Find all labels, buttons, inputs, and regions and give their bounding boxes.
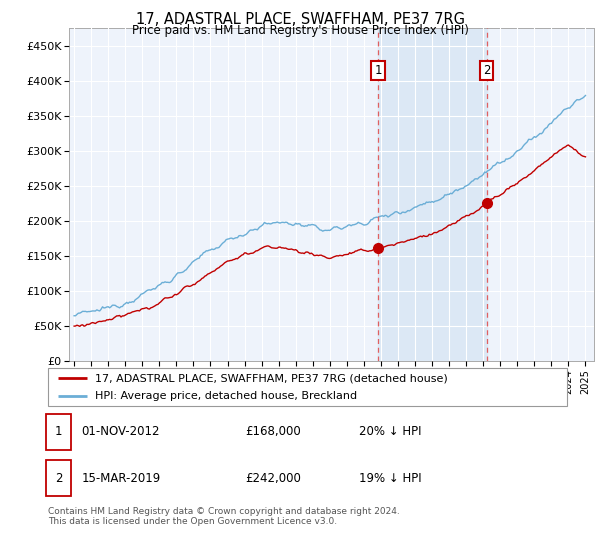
FancyBboxPatch shape bbox=[48, 368, 567, 406]
Text: £242,000: £242,000 bbox=[245, 472, 301, 484]
Text: 20% ↓ HPI: 20% ↓ HPI bbox=[359, 426, 422, 438]
FancyBboxPatch shape bbox=[46, 414, 71, 450]
Text: 19% ↓ HPI: 19% ↓ HPI bbox=[359, 472, 422, 484]
Text: 17, ADASTRAL PLACE, SWAFFHAM, PE37 7RG: 17, ADASTRAL PLACE, SWAFFHAM, PE37 7RG bbox=[136, 12, 464, 27]
Text: 1: 1 bbox=[55, 426, 62, 438]
Text: 2: 2 bbox=[55, 472, 62, 484]
Text: Price paid vs. HM Land Registry's House Price Index (HPI): Price paid vs. HM Land Registry's House … bbox=[131, 24, 469, 37]
Text: Contains HM Land Registry data © Crown copyright and database right 2024.
This d: Contains HM Land Registry data © Crown c… bbox=[48, 507, 400, 526]
Bar bbox=[378, 28, 487, 361]
FancyBboxPatch shape bbox=[46, 460, 71, 496]
Text: 15-MAR-2019: 15-MAR-2019 bbox=[82, 472, 161, 484]
Text: HPI: Average price, detached house, Breckland: HPI: Average price, detached house, Brec… bbox=[95, 391, 357, 402]
Text: 2: 2 bbox=[483, 64, 491, 77]
Text: £168,000: £168,000 bbox=[245, 426, 301, 438]
Text: 17, ADASTRAL PLACE, SWAFFHAM, PE37 7RG (detached house): 17, ADASTRAL PLACE, SWAFFHAM, PE37 7RG (… bbox=[95, 373, 448, 383]
Text: 1: 1 bbox=[374, 64, 382, 77]
Text: 01-NOV-2012: 01-NOV-2012 bbox=[82, 426, 160, 438]
